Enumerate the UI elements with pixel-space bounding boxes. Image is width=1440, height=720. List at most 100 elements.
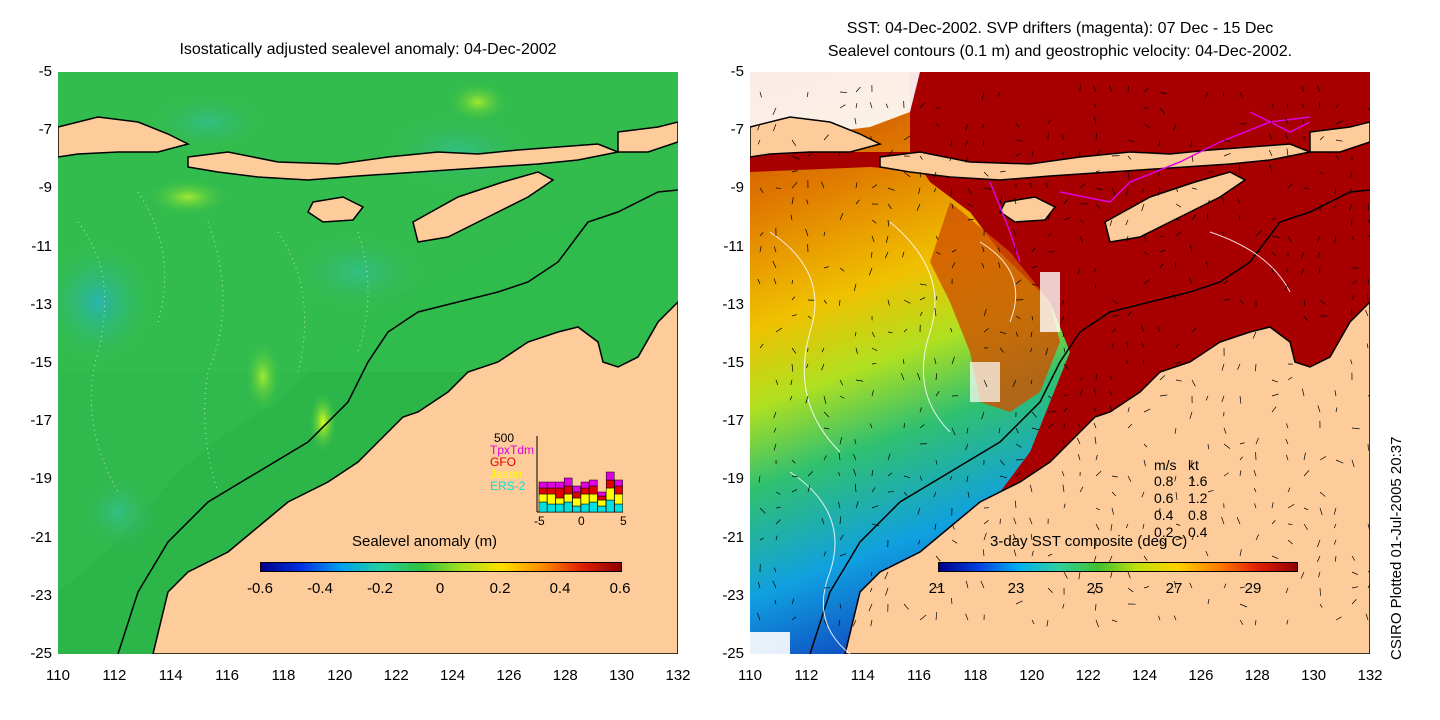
y-tick-label: -21 — [700, 529, 744, 546]
y-tick-label: -11 — [8, 238, 52, 255]
x-tick-label: 114 — [843, 667, 883, 684]
right-colorbar — [938, 562, 1298, 572]
inset-bar-segment — [556, 498, 564, 504]
velocity-scale-header-ms: m/s — [1154, 457, 1177, 473]
inset-bar-segment — [598, 506, 606, 512]
velocity-scale-ms: 0.2 — [1154, 524, 1173, 540]
x-tick-label: 110 — [730, 667, 770, 684]
right-colorbar-tick: 29 — [1233, 580, 1273, 597]
inset-bar-segment — [547, 482, 555, 488]
y-tick-label: -11 — [700, 238, 744, 255]
inset-bar-segment — [581, 488, 589, 494]
inset-bar-segment — [606, 488, 614, 500]
inset-bar-segment — [589, 502, 597, 512]
y-tick-label: -9 — [700, 179, 744, 196]
y-tick-label: -9 — [8, 179, 52, 196]
right-colorbar-tick: 27 — [1154, 580, 1194, 597]
y-tick-label: -7 — [8, 121, 52, 138]
left-colorbar-label: Sealevel anomaly (m) — [352, 533, 497, 550]
inset-bar-segment — [556, 488, 564, 498]
right-colorbar-tick: 25 — [1075, 580, 1115, 597]
x-tick-label: 130 — [602, 667, 642, 684]
left-panel-title: Isostatically adjusted sealevel anomaly:… — [58, 41, 678, 59]
y-tick-label: -7 — [700, 121, 744, 138]
inset-bar-segment — [539, 502, 547, 512]
y-tick-label: -15 — [700, 354, 744, 371]
x-tick-label: 110 — [38, 667, 78, 684]
inset-bar-segment — [564, 502, 572, 512]
inset-bar-segment — [589, 480, 597, 486]
inset-bar-segment — [573, 486, 581, 492]
inset-bar-segment — [598, 492, 606, 496]
inset-bar-segment — [606, 500, 614, 512]
x-tick-label: 132 — [1350, 667, 1390, 684]
y-tick-label: -5 — [700, 63, 744, 80]
inset-bar-segment — [539, 488, 547, 494]
inset-bar-segment — [598, 496, 606, 500]
inset-bar-segment — [547, 494, 555, 504]
inset-bar-segment — [539, 482, 547, 488]
inset-bar-segment — [598, 500, 606, 506]
inset-bar-segment — [564, 494, 572, 502]
x-tick-label: 126 — [1181, 667, 1221, 684]
inset-xtick-left: -5 — [534, 515, 545, 527]
x-tick-label: 122 — [1068, 667, 1108, 684]
right-panel-title-line2: Sealevel contours (0.1 m) and geostrophi… — [750, 43, 1370, 61]
inset-bar-segment — [581, 482, 589, 488]
x-tick-label: 116 — [207, 667, 247, 684]
left-colorbar-tick: -0.4 — [300, 580, 340, 597]
inset-bar-segment — [589, 494, 597, 502]
velocity-scale-kt: 1.6 — [1188, 473, 1207, 489]
x-tick-label: 120 — [1012, 667, 1052, 684]
y-tick-label: -21 — [8, 529, 52, 546]
inset-bar-segment — [547, 488, 555, 494]
y-tick-label: -13 — [8, 296, 52, 313]
x-tick-label: 122 — [376, 667, 416, 684]
x-tick-label: 128 — [545, 667, 585, 684]
inset-bar-segment — [606, 472, 614, 480]
inset-bar-segment — [615, 504, 623, 512]
inset-xtick-mid: 0 — [578, 515, 585, 527]
inset-bar-segment — [556, 504, 564, 512]
inset-bar-segment — [581, 494, 589, 504]
left-colorbar-tick: 0.2 — [480, 580, 520, 597]
inset-bar-segment — [615, 486, 623, 494]
plot-footer: CSIRO Plotted 01-Jul-2005 20:37 — [1388, 437, 1405, 660]
velocity-scale-ms: 0.4 — [1154, 507, 1173, 523]
y-tick-label: -23 — [8, 587, 52, 604]
left-colorbar-tick: 0.4 — [540, 580, 580, 597]
inset-bar-segment — [573, 506, 581, 512]
y-tick-label: -17 — [700, 412, 744, 429]
left-colorbar — [260, 562, 622, 572]
inset-xtick-right: 5 — [620, 515, 627, 527]
y-tick-label: -25 — [700, 645, 744, 662]
velocity-scale-kt: 0.8 — [1188, 507, 1207, 523]
velocity-scale-ms: 0.8 — [1154, 473, 1173, 489]
inset-bar-segment — [589, 486, 597, 494]
inset-bar-segment — [615, 494, 623, 504]
x-tick-label: 118 — [955, 667, 995, 684]
velocity-scale-kt: 1.2 — [1188, 490, 1207, 506]
velocity-scale-ms: 0.6 — [1154, 490, 1173, 506]
left-colorbar-tick: 0.6 — [600, 580, 640, 597]
y-tick-label: -19 — [700, 470, 744, 487]
y-tick-label: -25 — [8, 645, 52, 662]
x-tick-label: 114 — [151, 667, 191, 684]
inset-legend-item: ERS-2 — [490, 480, 525, 492]
y-tick-label: -5 — [8, 63, 52, 80]
left-colorbar-tick: -0.6 — [240, 580, 280, 597]
inset-histogram — [535, 436, 625, 522]
x-tick-label: 116 — [899, 667, 939, 684]
left-colorbar-tick: 0 — [420, 580, 460, 597]
inset-bar-segment — [564, 486, 572, 494]
right-panel-title-line1: SST: 04-Dec-2002. SVP drifters (magenta)… — [750, 20, 1370, 38]
inset-bar-segment — [564, 478, 572, 486]
inset-bar-segment — [556, 482, 564, 488]
x-tick-label: 130 — [1294, 667, 1334, 684]
velocity-scale-header-kt: kt — [1188, 457, 1199, 473]
x-tick-label: 126 — [489, 667, 529, 684]
inset-bar-segment — [606, 480, 614, 488]
x-tick-label: 124 — [1125, 667, 1165, 684]
x-tick-label: 112 — [94, 667, 134, 684]
x-tick-label: 112 — [786, 667, 826, 684]
